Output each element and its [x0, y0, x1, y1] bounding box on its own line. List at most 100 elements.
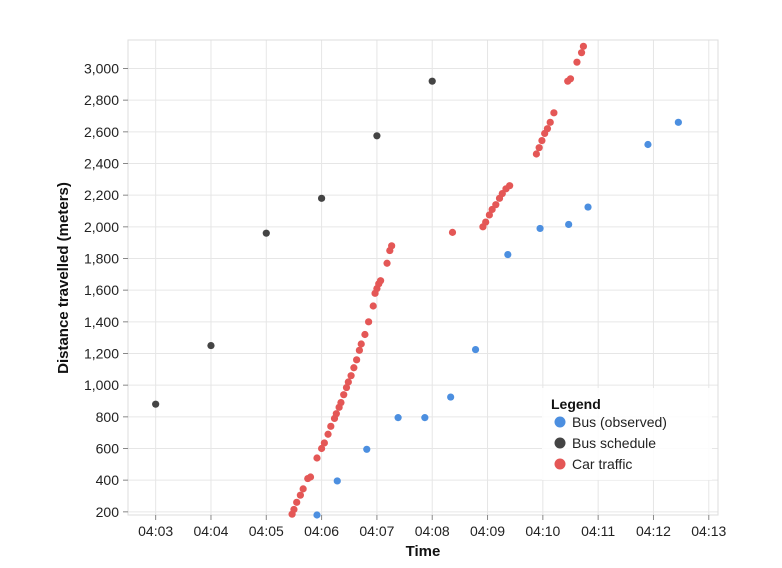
data-point	[332, 410, 340, 418]
legend-label: Bus (observed)	[572, 414, 667, 430]
data-point	[337, 398, 345, 407]
y-tick-label: 200	[96, 504, 120, 520]
x-axis-title: Time	[406, 543, 441, 560]
data-point	[320, 439, 328, 447]
data-point	[535, 144, 543, 152]
y-tick-label: 1,600	[84, 282, 119, 298]
data-point	[546, 118, 554, 126]
y-tick-label: 400	[96, 472, 120, 488]
data-point	[471, 345, 480, 354]
data-point	[299, 485, 307, 493]
y-tick-label: 1,400	[84, 314, 119, 330]
data-point	[369, 302, 377, 310]
y-tick-label: 2,000	[84, 219, 119, 235]
data-point	[538, 136, 546, 145]
data-point	[550, 109, 558, 117]
x-tick-label: 04:12	[636, 523, 671, 539]
data-point	[355, 346, 363, 354]
data-point	[306, 473, 315, 481]
x-tick-label: 04:06	[304, 523, 339, 539]
data-point	[340, 391, 348, 399]
data-point	[421, 414, 429, 422]
x-tick-label: 04:08	[415, 523, 450, 539]
data-point	[428, 77, 436, 85]
x-tick-label: 04:11	[581, 523, 615, 539]
data-point	[317, 444, 326, 453]
data-point	[313, 511, 321, 519]
data-point	[152, 400, 160, 408]
data-point	[448, 228, 457, 236]
y-axis-ticks: 200 400 600 800 1,000 1,200 1,400 1,600 1,800 2,0…	[84, 61, 128, 520]
data-point	[293, 498, 301, 506]
x-tick-label: 04:13	[691, 523, 726, 539]
data-point	[485, 211, 493, 219]
data-point	[363, 445, 371, 453]
legend-item: Car traffic	[554, 456, 632, 472]
data-point	[394, 414, 402, 422]
x-tick-label: 04:09	[470, 523, 505, 539]
x-tick-label: 04:05	[249, 523, 284, 539]
y-tick-label: 3,000	[84, 61, 119, 77]
data-point	[342, 383, 351, 392]
plot-area-frame	[127, 39, 719, 516]
x-tick-label: 04:07	[359, 523, 394, 539]
data-point	[207, 341, 215, 350]
data-point	[504, 250, 512, 259]
legend-label: Bus schedule	[572, 435, 656, 451]
series-car-traffic	[288, 42, 588, 518]
data-point	[447, 393, 455, 401]
data-point	[566, 75, 575, 83]
data-point	[290, 505, 298, 514]
y-tick-label: 800	[96, 409, 120, 425]
data-point	[376, 277, 385, 285]
y-tick-label: 2,800	[84, 92, 119, 108]
legend-item: Bus (observed)	[554, 414, 667, 430]
series-bus-schedule	[152, 77, 436, 408]
x-tick-label: 04:10	[525, 523, 560, 539]
data-point	[344, 378, 352, 386]
legend-swatch	[554, 458, 566, 470]
data-point	[383, 259, 391, 267]
data-point	[327, 422, 335, 430]
data-point	[373, 132, 381, 140]
data-point	[584, 203, 592, 211]
data-point	[350, 364, 358, 372]
data-point	[536, 224, 544, 233]
legend-item: Bus schedule	[554, 435, 656, 451]
data-point	[313, 454, 321, 462]
data-point	[577, 49, 586, 57]
legend-title: Legend	[551, 396, 601, 412]
y-tick-label: 1,800	[84, 251, 119, 267]
data-point	[506, 182, 514, 190]
data-point	[333, 477, 341, 485]
legend-items: Bus (observed) Bus schedule Car traffic	[554, 414, 667, 472]
data-point	[644, 140, 652, 149]
data-point	[262, 229, 270, 237]
legend-label: Car traffic	[572, 456, 632, 472]
data-point	[388, 242, 396, 250]
data-point	[532, 150, 540, 158]
y-tick-label: 2,200	[84, 187, 119, 203]
data-point	[674, 118, 682, 126]
legend: Legend Bus (observed) Bus schedule Car tra…	[542, 388, 712, 480]
data-point	[317, 194, 326, 202]
data-point	[361, 330, 369, 339]
data-point	[573, 58, 581, 66]
y-tick-label: 1,200	[84, 346, 119, 362]
data-point	[492, 201, 500, 209]
series-bus-observed	[313, 118, 682, 519]
data-point	[296, 491, 304, 499]
y-tick-label: 2,600	[84, 124, 119, 140]
data-point	[579, 42, 588, 50]
legend-swatch	[554, 416, 566, 428]
data-points	[152, 42, 682, 519]
x-tick-label: 04:04	[193, 523, 228, 539]
legend-background	[542, 388, 712, 480]
data-point	[357, 340, 365, 348]
data-point	[347, 372, 355, 380]
y-tick-label: 1,000	[84, 377, 119, 393]
data-point	[324, 430, 332, 438]
data-point	[365, 318, 373, 326]
